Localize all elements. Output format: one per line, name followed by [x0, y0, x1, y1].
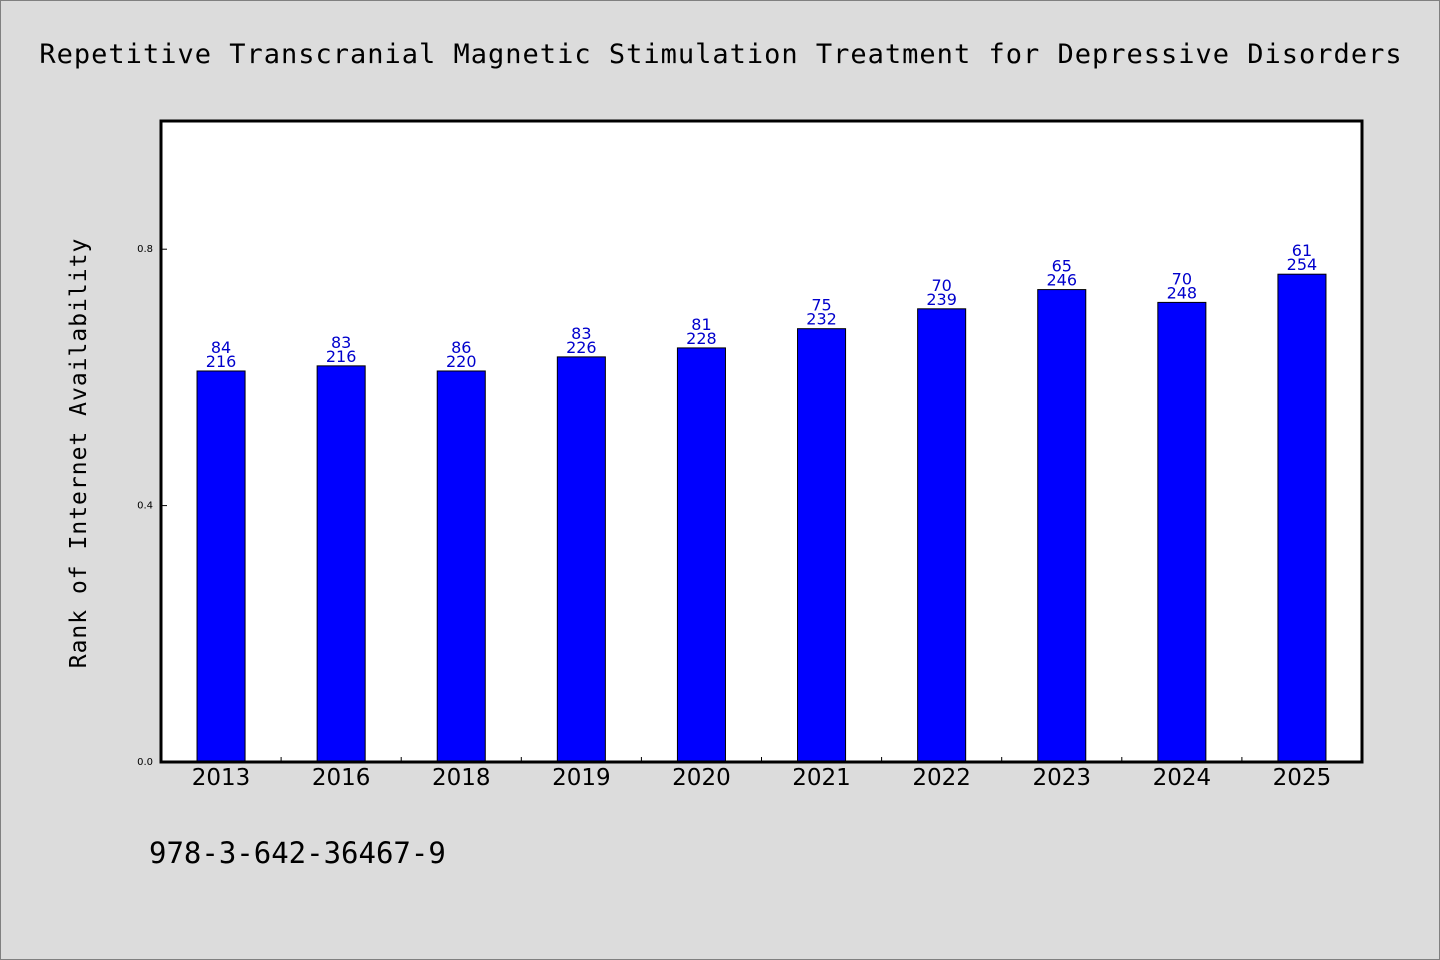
bar-label-bottom-2025: 254: [1287, 255, 1318, 274]
x-tick-label-2022: 2022: [912, 765, 971, 791]
x-tick-label-2024: 2024: [1153, 765, 1212, 791]
bar-label-top-2018: 86: [451, 338, 471, 357]
bar-2013: [196, 370, 246, 763]
y-tick-label-0.0: 0.0: [137, 757, 153, 768]
bar-2022: [917, 308, 967, 763]
bar-label-top-2024: 70: [1172, 269, 1192, 288]
bar-label-bottom-2019: 226: [566, 338, 597, 357]
bar-2023: [1037, 289, 1087, 763]
x-tick-label-2016: 2016: [312, 765, 371, 791]
bar-2019: [556, 356, 606, 763]
y-tick-label-0.4: 0.4: [137, 501, 153, 512]
bar-label-bottom-2024: 248: [1167, 283, 1198, 302]
bar-2024: [1157, 301, 1207, 763]
bar-label-top-2019: 83: [571, 324, 591, 343]
x-tick-label-2013: 2013: [192, 765, 251, 791]
isbn-text: 978-3-642-36467-9: [149, 836, 446, 870]
bars-group: [196, 273, 1327, 763]
bar-2018: [436, 370, 486, 763]
x-tick-label-2025: 2025: [1273, 765, 1332, 791]
bar-label-bottom-2022: 239: [926, 290, 957, 309]
bar-2016: [316, 365, 366, 763]
bar-label-bottom-2013: 216: [206, 352, 237, 371]
bar-label-bottom-2016: 216: [326, 347, 357, 366]
x-tick-label-2020: 2020: [672, 765, 731, 791]
plot-frame: [159, 119, 1364, 764]
y-tick-label-0.8: 0.8: [137, 244, 153, 255]
bar-label-top-2013: 84: [211, 338, 231, 357]
bar-label-top-2025: 61: [1292, 241, 1312, 260]
x-tick-label-2018: 2018: [432, 765, 491, 791]
bar-label-top-2016: 83: [331, 333, 351, 352]
bar-label-bottom-2020: 228: [686, 329, 717, 348]
bar-label-top-2020: 81: [691, 315, 711, 334]
bar-label-bottom-2023: 246: [1046, 271, 1077, 290]
bar-2020: [676, 347, 726, 763]
chart-title: Repetitive Transcranial Magnetic Stimula…: [39, 39, 1402, 70]
x-tick-label-2021: 2021: [792, 765, 851, 791]
y-axis-label: Rank of Internet Availability: [66, 238, 92, 669]
bar-label-top-2023: 65: [1052, 257, 1072, 276]
bar-label-bottom-2021: 232: [806, 310, 837, 329]
bar-2025: [1277, 273, 1327, 763]
x-tick-label-2019: 2019: [552, 765, 611, 791]
bar-label-top-2022: 70: [931, 276, 951, 295]
bar-label-bottom-2018: 220: [446, 352, 477, 371]
x-tick-label-2023: 2023: [1032, 765, 1091, 791]
bar-2021: [797, 328, 847, 763]
x-axis-ticks: 2013 2016 2018 2019 2020 2021 2022 2023 2024 2025: [192, 757, 1331, 791]
bar-label-top-2021: 75: [811, 296, 831, 315]
